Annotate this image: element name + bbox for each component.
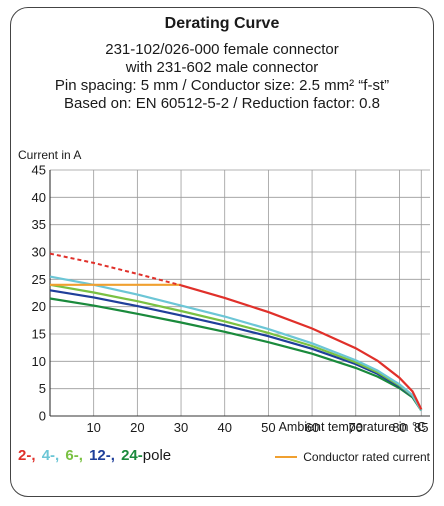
series-line-24	[49, 297, 423, 412]
series-line-4	[49, 275, 423, 412]
y-tick-label: 15	[32, 327, 46, 342]
y-tick-label: 40	[32, 190, 46, 205]
legend-pole-suffix: pole	[142, 447, 172, 464]
y-tick-label: 35	[32, 217, 46, 232]
chart-title: Derating Curve	[164, 15, 280, 32]
chart-frame	[10, 7, 434, 497]
legend-pole-2: 2-,	[18, 447, 36, 464]
series-line-2	[180, 284, 423, 410]
y-tick-label: 30	[32, 245, 46, 260]
legend-pole-4: 4-,	[41, 447, 60, 464]
x-tick-label: 85	[414, 420, 428, 435]
x-axis-label: Ambient temperature in °C	[278, 420, 426, 434]
x-tick-label: 20	[130, 420, 144, 435]
rated-current-label: Conductor rated current	[303, 450, 430, 464]
y-tick-label: 5	[39, 381, 46, 396]
x-tick-label: 40	[217, 420, 231, 435]
x-tick-label: 70	[349, 420, 363, 435]
y-tick-label: 20	[32, 299, 46, 314]
legend: 2-, 4-, 6-, 12-, 24-pole Conductor rated…	[18, 447, 430, 467]
subtitle-line-1: 231-102/026-000 female connector	[105, 41, 339, 58]
series-line-6	[49, 283, 423, 412]
x-tick-label: 60	[305, 420, 319, 435]
y-tick-label: 10	[32, 354, 46, 369]
y-axis-label: Current in A	[18, 148, 82, 162]
subtitle-line-3: Pin spacing: 5 mm / Conductor size: 2.5 …	[54, 77, 390, 94]
y-tick-label: 0	[39, 409, 46, 424]
rated-current-swatch	[275, 455, 298, 458]
legend-rated-current: Conductor rated current	[275, 450, 430, 464]
legend-pole-6: 6-,	[65, 447, 83, 464]
x-tick-label: 10	[86, 420, 100, 435]
y-tick-label: 25	[32, 272, 46, 287]
legend-poles: 2-, 4-, 6-, 12-, 24-pole	[18, 447, 173, 464]
series-line-2-dashed	[49, 252, 182, 287]
subtitle-line-4: Based on: EN 60512-5-2 / Reduction facto…	[63, 95, 381, 112]
y-tick-label: 45	[32, 163, 46, 178]
x-tick-label: 50	[261, 420, 275, 435]
x-tick-label: 80	[392, 420, 406, 435]
legend-pole-24: 24-	[121, 447, 143, 464]
x-tick-label: 30	[174, 420, 188, 435]
subtitle-line-2: with 231-602 male connector	[125, 59, 319, 76]
legend-pole-12: 12-,	[89, 447, 115, 464]
